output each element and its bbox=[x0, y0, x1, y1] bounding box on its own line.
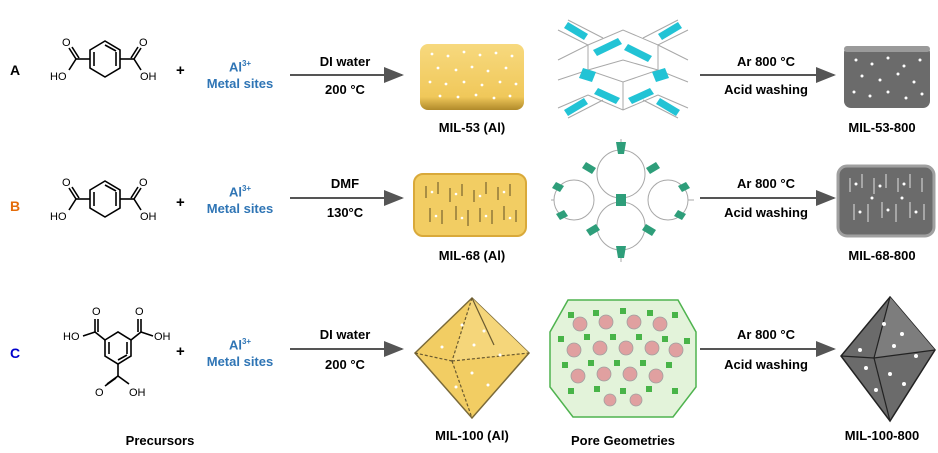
mil-68-800-carbon bbox=[836, 164, 936, 238]
hydroxyl-label: OH bbox=[154, 331, 171, 343]
mof-label-b: MIL-68 (Al) bbox=[438, 248, 506, 263]
cond-bottom-c: 200 °C bbox=[325, 357, 365, 372]
metal-charge: 3+ bbox=[241, 59, 252, 68]
mil-68-crystal bbox=[413, 173, 527, 237]
metal-symbol: Al bbox=[228, 59, 242, 75]
post-bottom-b: Acid washing bbox=[724, 205, 808, 220]
mof-label-a: MIL-53 (Al) bbox=[438, 120, 506, 135]
oxygen-label: O bbox=[95, 387, 104, 399]
oxygen-label: O bbox=[62, 37, 71, 49]
metal-symbol: Al bbox=[228, 337, 242, 353]
mil-68-pore-framework bbox=[551, 139, 694, 262]
plus-sign-b: + bbox=[176, 194, 185, 211]
plus-sign-c: + bbox=[176, 343, 185, 360]
carbon-label-c: MIL-100-800 bbox=[844, 428, 920, 443]
post-bottom-a: Acid washing bbox=[724, 82, 808, 97]
carbon-label-b: MIL-68-800 bbox=[848, 248, 916, 263]
metal-sites-label: Metal sites bbox=[206, 76, 274, 92]
mil-53-pore-framework bbox=[557, 19, 689, 119]
metal-sites-c: Al3+ Metal sites bbox=[195, 333, 285, 370]
post-top-a: Ar 800 °C bbox=[737, 54, 795, 69]
mil-53-800-carbon bbox=[844, 46, 930, 108]
post-top-b: Ar 800 °C bbox=[737, 176, 795, 191]
precursors-label: Precursors bbox=[125, 433, 195, 448]
row-label-c: C bbox=[10, 345, 21, 361]
metal-charge: 3+ bbox=[241, 184, 252, 193]
plus-sign-a: + bbox=[176, 62, 185, 79]
hydroxyl-label-left: HO bbox=[50, 71, 67, 83]
cond-top-c: DI water bbox=[319, 327, 371, 342]
mil-100-crystal bbox=[413, 296, 531, 420]
metal-symbol: Al bbox=[228, 184, 242, 200]
metal-sites-label: Metal sites bbox=[206, 354, 274, 370]
oxygen-label: O bbox=[92, 306, 101, 318]
mil-100-pore-framework bbox=[549, 299, 697, 418]
oxygen-label: O bbox=[62, 177, 71, 189]
mof-label-c: MIL-100 (Al) bbox=[435, 428, 509, 443]
metal-charge: 3+ bbox=[241, 337, 252, 346]
row-label-a: A bbox=[10, 62, 21, 78]
hydroxyl-label-right: OH bbox=[140, 71, 157, 83]
mil-100-800-carbon bbox=[840, 295, 936, 423]
metal-sites-label: Metal sites bbox=[206, 201, 274, 217]
oxygen-label: O bbox=[135, 306, 144, 318]
hydroxyl-label-right: OH bbox=[140, 211, 157, 223]
hydroxyl-label: OH bbox=[129, 387, 146, 399]
cond-bottom-b: 130°C bbox=[326, 205, 364, 220]
mil-53-crystal bbox=[420, 44, 524, 110]
row-label-b: B bbox=[10, 198, 21, 214]
carbon-label-a: MIL-53-800 bbox=[848, 120, 916, 135]
cond-bottom-a: 200 °C bbox=[325, 82, 365, 97]
metal-sites-b: Al3+ Metal sites bbox=[195, 180, 285, 217]
pore-geometries-label: Pore Geometries bbox=[570, 433, 676, 448]
post-top-c: Ar 800 °C bbox=[737, 327, 795, 342]
metal-sites-a: Al3+ Metal sites bbox=[195, 55, 285, 92]
hydroxyl-label: HO bbox=[63, 331, 80, 343]
cond-top-a: DI water bbox=[319, 54, 371, 69]
oxygen-label: O bbox=[139, 37, 148, 49]
cond-top-b: DMF bbox=[330, 176, 360, 191]
terephthalic-acid-structure-a: O HO O OH bbox=[50, 37, 157, 83]
hydroxyl-label-left: HO bbox=[50, 211, 67, 223]
terephthalic-acid-structure-b: O HO O OH bbox=[50, 177, 157, 223]
oxygen-label: O bbox=[139, 177, 148, 189]
post-bottom-c: Acid washing bbox=[724, 357, 808, 372]
trimesic-acid-structure: O HO O OH O OH bbox=[63, 306, 171, 399]
